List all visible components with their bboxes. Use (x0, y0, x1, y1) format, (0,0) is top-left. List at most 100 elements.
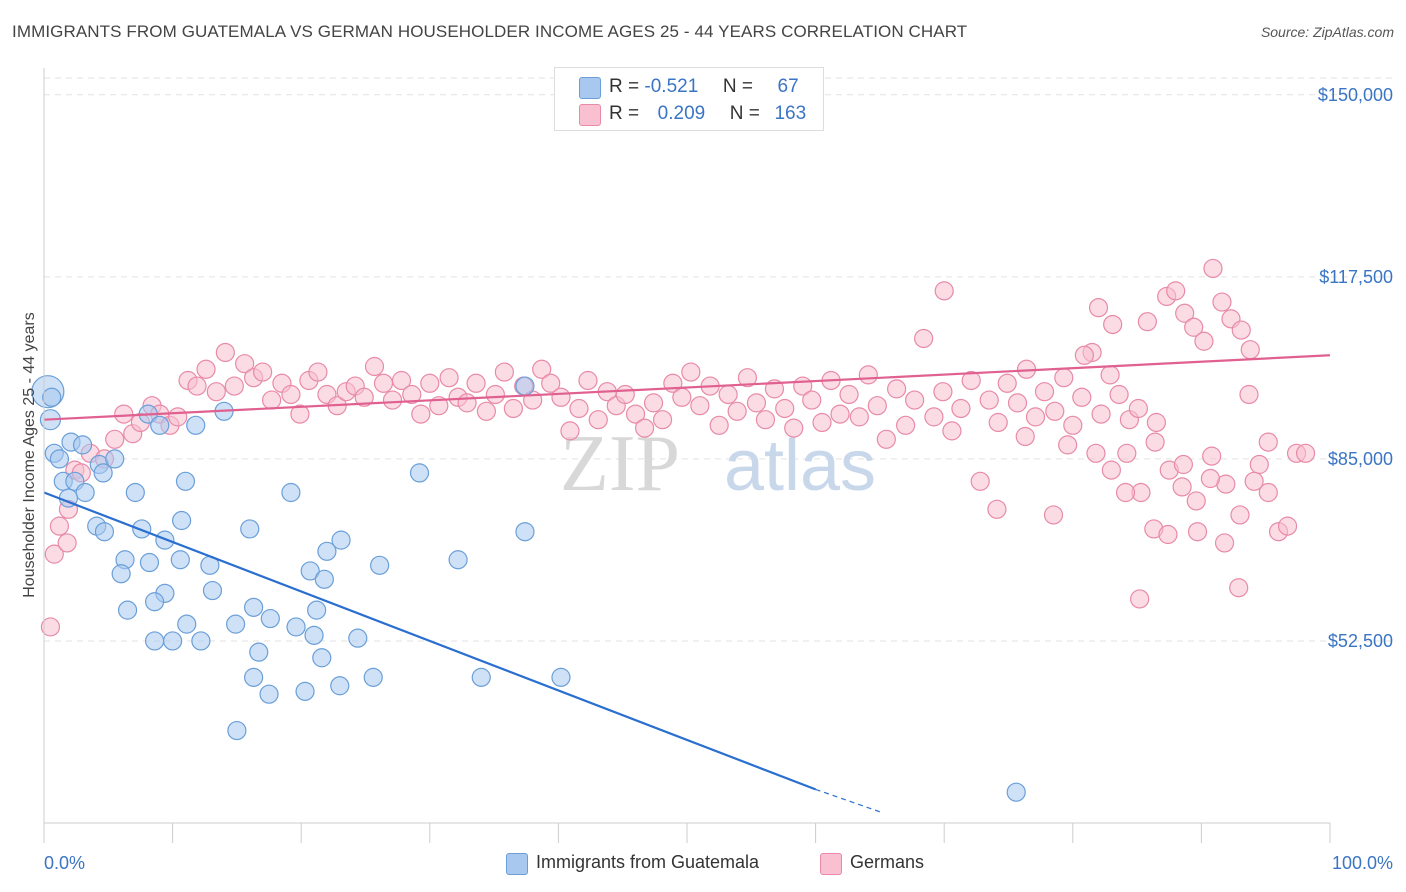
data-point (485, 384, 505, 405)
data-point (187, 376, 207, 396)
data-point (1088, 298, 1109, 318)
data-point (382, 390, 403, 410)
data-point (1230, 505, 1250, 525)
data-point (802, 390, 822, 410)
data-point (177, 614, 197, 634)
data-point (439, 368, 459, 388)
data-point (281, 482, 301, 503)
data-point (125, 482, 145, 503)
data-point (690, 396, 710, 416)
data-point (1231, 320, 1251, 340)
data-point (307, 600, 327, 620)
data-point (304, 625, 324, 645)
data-point (402, 384, 422, 405)
data-point (709, 415, 729, 435)
data-point (300, 561, 320, 581)
data-point (466, 373, 486, 393)
legend-n-label: N = (722, 76, 753, 97)
data-point (1229, 578, 1249, 598)
trend-line-extension (815, 788, 881, 813)
data-point (1158, 524, 1178, 545)
data-point (191, 631, 211, 651)
data-point (132, 519, 152, 539)
data-point (215, 342, 235, 363)
data-point (244, 667, 264, 687)
data-point (1146, 412, 1166, 433)
data-point (1214, 533, 1235, 553)
data-point (471, 667, 491, 687)
data-point (1258, 482, 1278, 503)
x-tick-label: 0.0% (44, 853, 85, 873)
data-point (569, 398, 589, 419)
data-point (290, 404, 310, 424)
data-point (1006, 782, 1026, 802)
legend-swatch-guatemala (579, 77, 601, 99)
data-point (111, 564, 131, 584)
data-point (44, 544, 64, 564)
data-point (979, 390, 999, 410)
data-point (914, 328, 934, 349)
data-point (312, 648, 332, 668)
data-point (1175, 303, 1195, 323)
data-point (988, 412, 1008, 433)
legend-r-label: R = (609, 103, 640, 124)
data-point (1101, 460, 1121, 480)
data-point (1172, 477, 1192, 497)
data-point (281, 384, 301, 405)
trend-line (43, 491, 816, 791)
data-point (253, 362, 273, 382)
data-point (588, 410, 608, 430)
data-point (330, 676, 350, 696)
data-point (235, 354, 255, 374)
data-point (1200, 468, 1221, 489)
data-point (105, 429, 125, 449)
data-point (448, 550, 468, 570)
points-layer (31, 258, 1316, 802)
data-point (634, 418, 655, 438)
data-point (887, 379, 907, 399)
trend-layer (43, 354, 1331, 813)
data-point (515, 376, 535, 396)
data-point (1194, 331, 1214, 351)
data-point (1086, 443, 1106, 463)
data-point (812, 412, 832, 433)
data-point (244, 597, 264, 617)
watermark: ZIP atlas (560, 420, 876, 508)
data-point (1137, 312, 1157, 332)
data-point (934, 281, 954, 301)
data-point (1244, 471, 1264, 491)
data-point (57, 533, 77, 553)
data-point (1186, 491, 1206, 511)
y-tick-label: $52,500 (1328, 631, 1393, 651)
data-point (727, 401, 747, 421)
data-point (348, 628, 368, 648)
legend: R = -0.521 N = 67 R = 0.209 N = 163 (554, 67, 824, 131)
data-point (1109, 384, 1129, 405)
data-point (262, 390, 282, 410)
data-point (643, 393, 664, 413)
data-point (175, 471, 196, 491)
data-point (987, 499, 1007, 519)
data-point (373, 373, 394, 393)
watermark-zip: ZIP (560, 420, 680, 508)
data-point (1277, 516, 1298, 536)
data-point (1103, 314, 1123, 335)
data-point (206, 382, 226, 402)
legend-n-value: 67 (777, 76, 799, 97)
data-point (532, 359, 552, 379)
data-point (1063, 415, 1083, 435)
data-point (75, 482, 95, 503)
data-point (1295, 443, 1316, 463)
legend-n-value: 163 (774, 103, 807, 124)
data-point (1203, 258, 1223, 279)
data-point (1072, 387, 1092, 407)
bottom-legend-swatch-germans (820, 853, 842, 875)
data-point (625, 404, 646, 424)
data-point (515, 522, 535, 542)
data-point (1045, 401, 1065, 421)
data-point (114, 404, 134, 424)
bottom-legend-swatch-guatemala (506, 853, 528, 875)
data-point (202, 580, 223, 601)
data-point (951, 398, 971, 419)
